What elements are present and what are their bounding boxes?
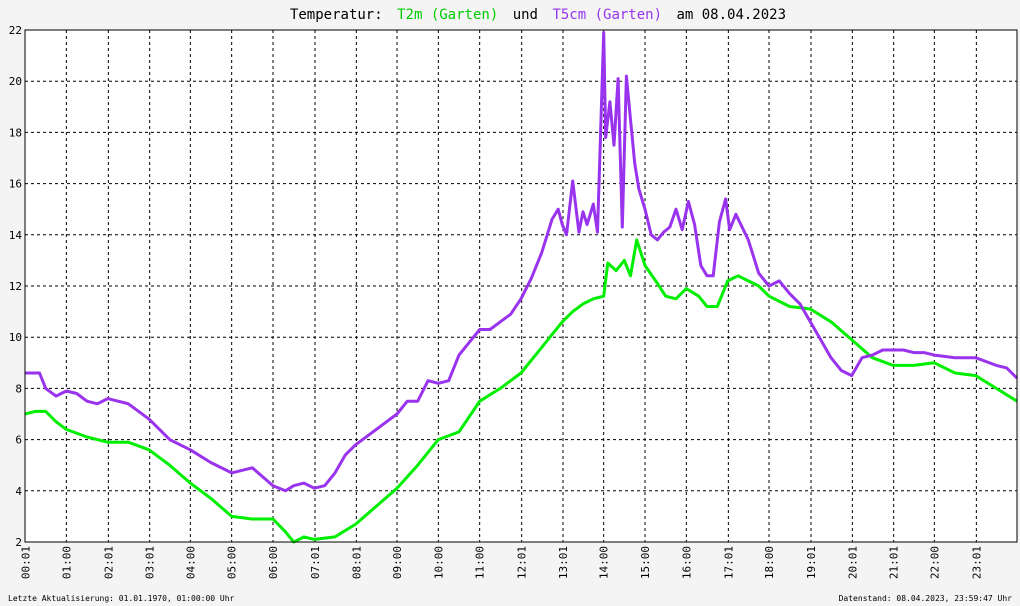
x-tick-label: 18:00 (763, 546, 776, 579)
x-tick-label: 23:01 (970, 546, 983, 579)
series-line-t2m-garten (24, 238, 1018, 544)
x-tick-label: 11:00 (474, 546, 487, 579)
footer-data-state: Datenstand: 08.04.2023, 23:59:47 Uhr (839, 594, 1013, 603)
plot-area (25, 30, 1017, 542)
x-tick-label: 12:01 (516, 546, 529, 579)
y-tick-label: 20 (9, 75, 22, 88)
x-tick-label: 00:01 (20, 546, 33, 579)
title-connector: und (513, 7, 538, 23)
y-tick-label: 2 (15, 536, 22, 549)
x-tick-labels: 00:01 01:00 02:01 03:01 04:00 05:00 06:00 07:01… (20, 546, 984, 579)
x-tick-label: 01:00 (60, 546, 73, 579)
y-tick-label: 10 (9, 331, 22, 344)
title-series1: T2m (Garten) (397, 7, 498, 23)
series-lines (24, 31, 1019, 544)
x-tick-label: 02:01 (102, 546, 115, 579)
chart-title: Temperatur: T2m (Garten) und T5cm (Garte… (290, 7, 786, 23)
x-tick-label: 03:01 (144, 546, 157, 579)
footer-last-update: Letzte Aktualisierung: 01.01.1970, 01:00… (8, 594, 235, 603)
x-tick-label: 08:01 (350, 546, 363, 579)
x-tick-label: 22:00 (928, 546, 941, 579)
title-suffix: am 08.04.2023 (676, 7, 786, 23)
series-line-t5cm-garten (25, 31, 1019, 493)
x-tick-label: 06:00 (267, 546, 280, 579)
y-tick-label: 12 (9, 280, 22, 293)
grid-lines (25, 30, 1017, 542)
x-tick-label: 05:00 (226, 546, 239, 579)
x-tick-label: 16:00 (680, 546, 693, 579)
x-tick-label: 07:01 (309, 546, 322, 579)
y-tick-labels: 2 4 6 8 10 12 14 16 18 20 22 (9, 24, 23, 549)
y-tick-label: 4 (15, 485, 22, 498)
x-tick-label: 09:00 (391, 546, 404, 579)
y-tick-label: 6 (15, 434, 22, 447)
title-prefix: Temperatur: (290, 7, 383, 23)
x-tick-label: 13:01 (557, 546, 570, 579)
x-tick-label: 19:01 (805, 546, 818, 579)
x-tick-label: 21:01 (888, 546, 901, 579)
y-tick-label: 18 (9, 126, 22, 139)
x-tick-label: 15:00 (639, 546, 652, 579)
title-series2: T5cm (Garten) (552, 7, 662, 23)
x-tick-label: 10:00 (432, 546, 445, 579)
x-tick-label: 14:00 (598, 546, 611, 579)
y-tick-label: 14 (9, 229, 23, 242)
x-tick-label: 20:01 (846, 546, 859, 579)
x-tick-label: 17:01 (722, 546, 735, 579)
plot-border (24, 29, 1018, 543)
x-tick-label: 04:00 (184, 546, 197, 579)
y-tick-label: 16 (9, 178, 22, 191)
y-tick-label: 22 (9, 24, 22, 37)
y-tick-label: 8 (15, 382, 22, 395)
